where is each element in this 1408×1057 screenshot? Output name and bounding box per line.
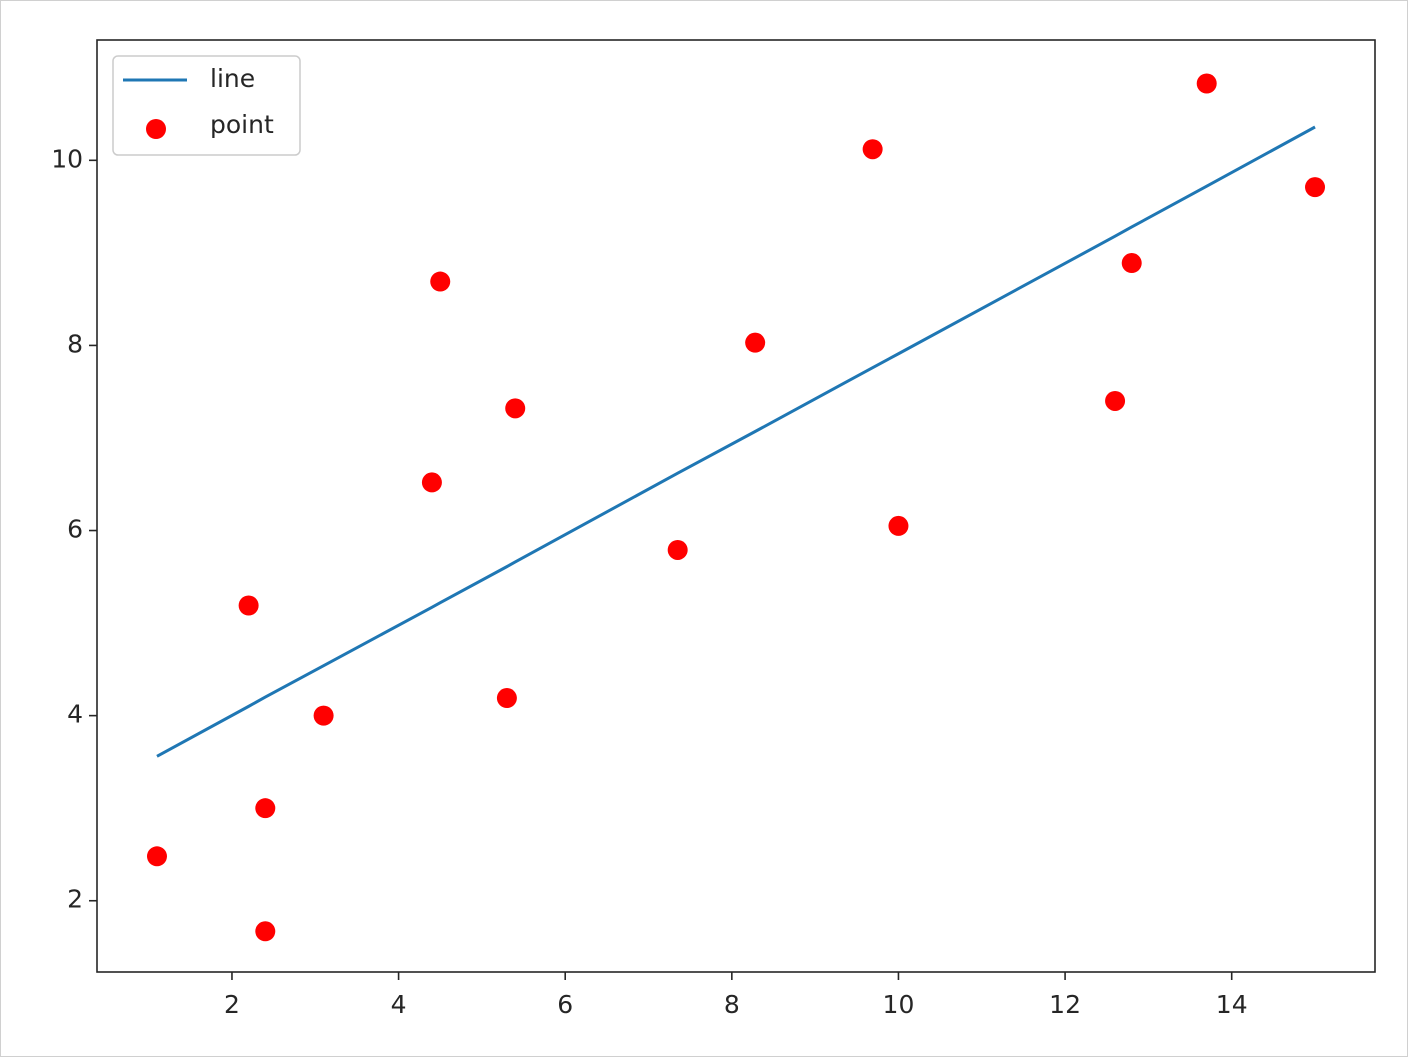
scatter-point: [745, 332, 766, 353]
scatter-point: [430, 271, 451, 292]
series-line: [156, 125, 1316, 758]
y-tick-label: 4: [67, 700, 83, 729]
x-tick-label: 4: [391, 990, 407, 1019]
scatter-point: [1121, 253, 1142, 274]
x-tick-label: 10: [883, 990, 915, 1019]
y-tick-label: 2: [67, 885, 83, 914]
scatter-point: [888, 515, 909, 536]
scatter-point: [313, 705, 334, 726]
legend-box: [112, 55, 301, 156]
scatter-point: [255, 921, 276, 942]
scatter-point: [421, 472, 442, 493]
scatter-point: [1196, 73, 1217, 94]
y-tick-label: 6: [67, 515, 83, 544]
scatter-point: [255, 798, 276, 819]
x-tick-label: 2: [224, 990, 240, 1019]
legend: line point: [112, 55, 301, 156]
legend-swatch: [146, 119, 166, 139]
scatter-point: [496, 688, 517, 709]
scatter-point: [667, 539, 688, 560]
y-tick-label: 10: [51, 144, 83, 173]
x-tick-label: 12: [1049, 990, 1081, 1019]
plot-border: [96, 39, 1376, 973]
x-tick-label: 8: [724, 990, 740, 1019]
legend-label: point: [210, 110, 274, 139]
scatter-point: [146, 846, 167, 867]
x-tick-label: 6: [557, 990, 573, 1019]
scatter-point: [238, 595, 259, 616]
legend-label: line: [210, 64, 255, 93]
scatter-point: [505, 398, 526, 419]
scatter-point: [1305, 177, 1326, 198]
y-tick-label: 8: [67, 329, 83, 358]
scatter-point: [862, 139, 883, 160]
scatter-point: [1105, 390, 1126, 411]
x-tick-label: 14: [1216, 990, 1248, 1019]
